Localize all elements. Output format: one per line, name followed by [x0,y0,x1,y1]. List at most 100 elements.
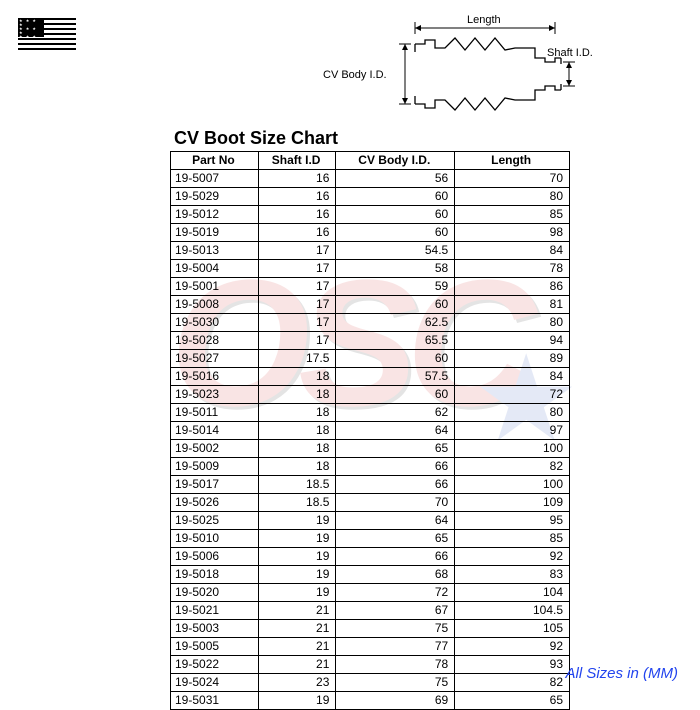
table-header-row: Part No Shaft I.D CV Body I.D. Length [171,152,570,170]
cell-part: 19-5011 [171,404,259,422]
cell-length: 72 [455,386,570,404]
table-row: 19-5005217792 [171,638,570,656]
table-row: 19-5023186072 [171,386,570,404]
table-row: 19-5024237582 [171,674,570,692]
cell-part: 19-5025 [171,512,259,530]
cell-part: 19-5003 [171,620,259,638]
cell-body: 64 [336,512,455,530]
cell-part: 19-5010 [171,530,259,548]
table-row: 19-50212167104.5 [171,602,570,620]
cell-part: 19-5006 [171,548,259,566]
cell-length: 95 [455,512,570,530]
table-row: 19-5011186280 [171,404,570,422]
cell-part: 19-5013 [171,242,259,260]
cell-length: 94 [455,332,570,350]
cell-part: 19-5009 [171,458,259,476]
cell-shaft: 18 [258,422,336,440]
table-row: 19-5029166080 [171,188,570,206]
cell-part: 19-5027 [171,350,259,368]
cell-shaft: 21 [258,620,336,638]
cell-length: 78 [455,260,570,278]
cell-shaft: 21 [258,602,336,620]
size-chart-table: Part No Shaft I.D CV Body I.D. Length 19… [170,151,570,710]
table-row: 19-502618.570109 [171,494,570,512]
cell-shaft: 18.5 [258,494,336,512]
cell-shaft: 16 [258,188,336,206]
cell-body: 60 [336,206,455,224]
table-row: 19-5018196883 [171,566,570,584]
cell-length: 82 [455,674,570,692]
cell-length: 86 [455,278,570,296]
cell-part: 19-5023 [171,386,259,404]
cell-part: 19-5014 [171,422,259,440]
cell-shaft: 23 [258,674,336,692]
cell-shaft: 21 [258,638,336,656]
table-row: 19-50161857.584 [171,368,570,386]
col-shaft: Shaft I.D [258,152,336,170]
cell-length: 100 [455,440,570,458]
cell-length: 81 [455,296,570,314]
cell-body: 60 [336,224,455,242]
cell-length: 80 [455,188,570,206]
cell-length: 84 [455,368,570,386]
cell-body: 65 [336,530,455,548]
cell-body: 62.5 [336,314,455,332]
cell-shaft: 19 [258,584,336,602]
cell-length: 97 [455,422,570,440]
table-row: 19-5012166085 [171,206,570,224]
cell-part: 19-5008 [171,296,259,314]
cell-shaft: 18 [258,386,336,404]
cell-body: 62 [336,404,455,422]
cell-shaft: 16 [258,170,336,188]
cell-body: 69 [336,692,455,710]
cell-body: 68 [336,566,455,584]
table-row: 19-501718.566100 [171,476,570,494]
cell-shaft: 17.5 [258,350,336,368]
cell-body: 56 [336,170,455,188]
cell-length: 89 [455,350,570,368]
cell-shaft: 21 [258,656,336,674]
cell-part: 19-5020 [171,584,259,602]
cell-body: 78 [336,656,455,674]
table-row: 19-5014186497 [171,422,570,440]
cell-part: 19-5019 [171,224,259,242]
cell-body: 60 [336,188,455,206]
cell-body: 66 [336,458,455,476]
table-row: 19-5022217893 [171,656,570,674]
cell-shaft: 18.5 [258,476,336,494]
cell-part: 19-5018 [171,566,259,584]
cell-shaft: 17 [258,296,336,314]
table-row: 19-50032175105 [171,620,570,638]
cell-shaft: 17 [258,314,336,332]
cell-body: 59 [336,278,455,296]
cell-shaft: 19 [258,512,336,530]
cell-part: 19-5007 [171,170,259,188]
cell-part: 19-5017 [171,476,259,494]
cell-shaft: 17 [258,242,336,260]
cell-part: 19-5012 [171,206,259,224]
cell-body: 57.5 [336,368,455,386]
cell-shaft: 19 [258,548,336,566]
footer-note: All Sizes in (MM) [565,665,678,682]
cell-body: 77 [336,638,455,656]
cell-part: 19-5016 [171,368,259,386]
cell-shaft: 18 [258,368,336,386]
cell-length: 104.5 [455,602,570,620]
table-row: 19-5010196585 [171,530,570,548]
cell-shaft: 16 [258,206,336,224]
cell-part: 19-5031 [171,692,259,710]
cell-part: 19-5030 [171,314,259,332]
chart-title: CV Boot Size Chart [174,128,570,149]
cell-part: 19-5026 [171,494,259,512]
cell-body: 66 [336,476,455,494]
cell-shaft: 18 [258,404,336,422]
diagram-shaft-label: Shaft I.D. [547,47,593,59]
cv-boot-diagram: Length CV Body I.D. Shaft I.D. [305,12,595,122]
size-chart: CV Boot Size Chart Part No Shaft I.D CV … [170,128,570,710]
cell-body: 64 [336,422,455,440]
cell-part: 19-5022 [171,656,259,674]
cell-part: 19-5024 [171,674,259,692]
cell-length: 92 [455,638,570,656]
cell-body: 75 [336,620,455,638]
table-row: 19-5025196495 [171,512,570,530]
